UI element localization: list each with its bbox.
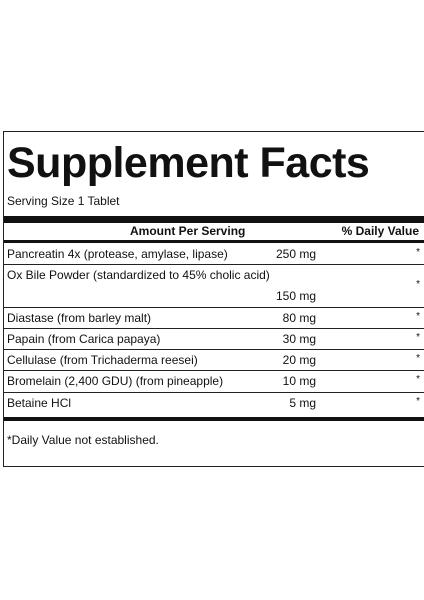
nutrient-name: Bromelain (2,400 GDU) (from pineapple)	[7, 374, 224, 388]
nutrient-name: Betaine HCl	[7, 396, 72, 410]
nutrient-row-ox-bile: Ox Bile Powder (standardized to 45% chol…	[4, 265, 424, 308]
nutrient-daily-value: *	[416, 311, 420, 322]
nutrient-daily-value: *	[416, 374, 420, 385]
nutrient-name: Papain (from Carica papaya)	[7, 332, 161, 346]
serving-size: Serving Size 1 Tablet	[7, 194, 120, 208]
label-title: Supplement Facts	[7, 139, 370, 187]
nutrient-row-pancreatin: Pancreatin 4x (protease, amylase, lipase…	[4, 243, 424, 265]
nutrient-row-bromelain: Bromelain (2,400 GDU) (from pineapple) 1…	[4, 371, 424, 393]
thick-divider	[4, 216, 424, 223]
nutrient-daily-value: *	[416, 279, 420, 290]
bottom-divider	[4, 417, 424, 421]
nutrient-daily-value: *	[416, 332, 420, 343]
nutrient-row-cellulase: Cellulase (from Trichaderma reesei) 20 m…	[4, 350, 424, 371]
nutrient-amount: 5 mg	[289, 396, 316, 410]
nutrient-daily-value: *	[416, 396, 420, 407]
nutrient-row-papain: Papain (from Carica papaya) 30 mg *	[4, 329, 424, 350]
nutrient-amount: 80 mg	[282, 311, 316, 325]
nutrient-amount: 150 mg	[275, 289, 316, 303]
nutrient-row-diastase: Diastase (from barley malt) 80 mg *	[4, 308, 424, 329]
header-daily-value: % Daily Value	[341, 224, 419, 238]
nutrient-name: Pancreatin 4x (protease, amylase, lipase…	[7, 247, 228, 261]
nutrient-name: Cellulase (from Trichaderma reesei)	[7, 353, 198, 367]
footnote: *Daily Value not established.	[7, 433, 159, 447]
nutrient-name: Ox Bile Powder (standardized to 45% chol…	[7, 268, 270, 282]
supplement-facts-panel: Supplement Facts Serving Size 1 Tablet A…	[3, 131, 424, 467]
nutrient-amount: 20 mg	[282, 353, 316, 367]
nutrient-daily-value: *	[416, 247, 420, 258]
header-amount-per-serving: Amount Per Serving	[130, 224, 246, 238]
header-divider	[4, 240, 424, 243]
nutrient-row-betaine: Betaine HCl 5 mg *	[4, 393, 424, 415]
nutrient-name: Diastase (from barley malt)	[7, 311, 152, 325]
nutrient-daily-value: *	[416, 353, 420, 364]
nutrient-amount: 10 mg	[282, 374, 316, 388]
nutrient-amount: 250 mg	[275, 247, 316, 261]
nutrient-amount: 30 mg	[282, 332, 316, 346]
